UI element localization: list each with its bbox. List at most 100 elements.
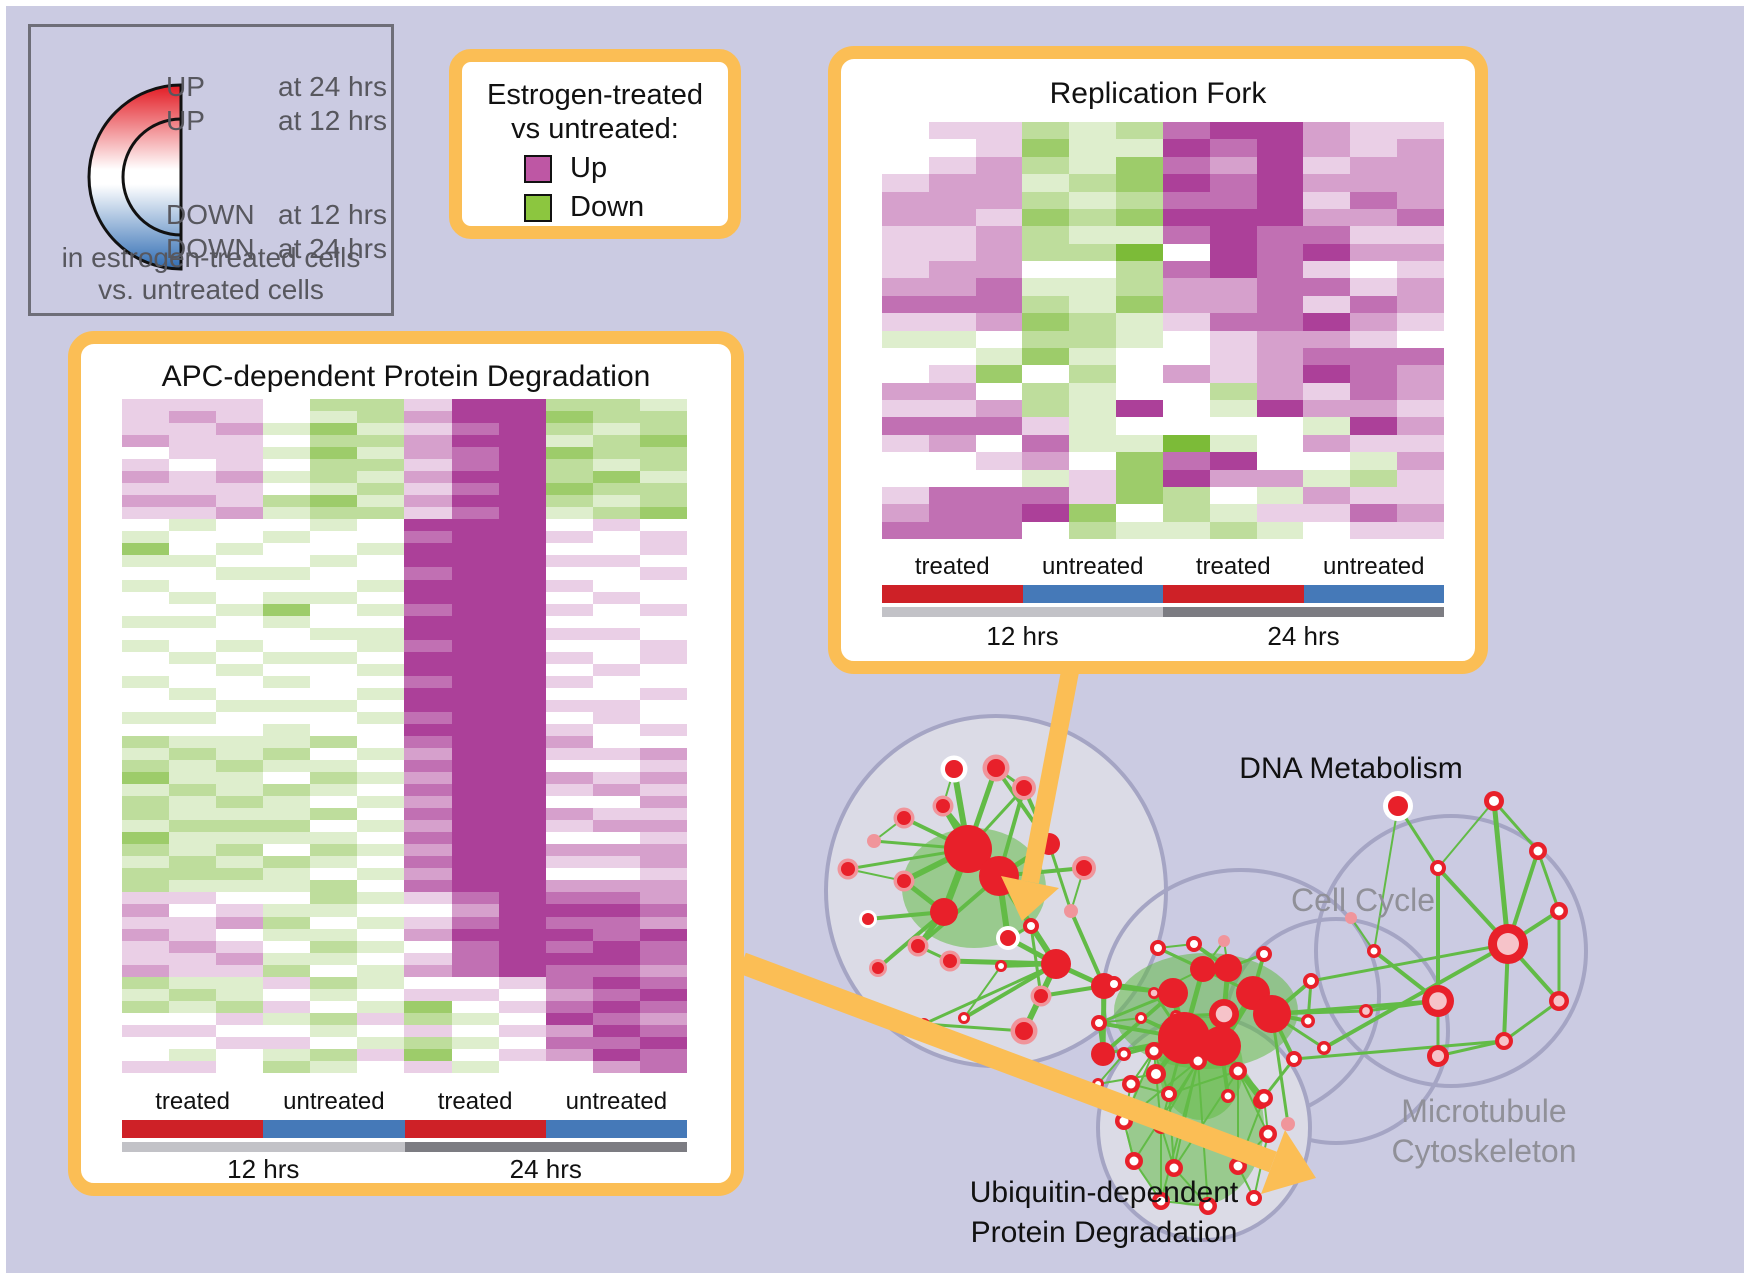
heat-cell: [592, 411, 640, 424]
network-node: [1307, 977, 1315, 985]
heat-cell: [1162, 295, 1210, 314]
heat-cell: [1162, 139, 1210, 157]
network-node: [1150, 989, 1158, 997]
apc-time-bar: [122, 1142, 687, 1152]
figure-canvas: DNA Metabolism Cell Cycle Microtubule Cy…: [6, 6, 1744, 1273]
network-edge: [1293, 1039, 1505, 1061]
heat-cell: [263, 615, 311, 628]
heat-cell: [882, 521, 929, 539]
heat-cell: [1116, 330, 1163, 348]
heat-cell: [1256, 243, 1304, 261]
heat-cell: [122, 579, 170, 592]
heat-cell: [639, 1048, 687, 1061]
heat-cell: [216, 952, 264, 965]
heat-cell: [545, 832, 593, 845]
heat-cell: [169, 1048, 217, 1061]
rf-bar-12hrs: [882, 607, 1163, 617]
heat-cell: [545, 868, 593, 881]
network-node: [1362, 1007, 1370, 1015]
heat-cell: [639, 519, 687, 532]
heat-cell: [451, 964, 499, 977]
heat-cell: [1256, 139, 1304, 157]
updown-legend-title-1: Estrogen-treated: [486, 79, 703, 111]
heat-cell: [451, 543, 499, 556]
heat-cell: [263, 627, 311, 640]
heat-cell: [498, 423, 546, 436]
heat-cell: [1022, 469, 1070, 487]
heat-cell: [357, 820, 405, 833]
heat-cell: [310, 423, 358, 436]
network-node: [1000, 930, 1016, 946]
heat-cell: [169, 675, 217, 688]
heat-cell: [169, 723, 217, 736]
heat-cell: [169, 651, 217, 664]
heat-cell: [1209, 122, 1257, 140]
heat-cell: [1022, 243, 1070, 261]
heat-cell: [451, 904, 499, 917]
heat-cell: [216, 928, 264, 941]
heat-cell: [545, 928, 593, 941]
heat-cell: [122, 531, 170, 544]
heat-cell: [404, 435, 452, 448]
heat-cell: [592, 904, 640, 917]
heat-cell: [1256, 486, 1304, 505]
heat-cell: [1209, 382, 1257, 400]
heat-cell: [122, 760, 170, 773]
heat-cell: [1397, 400, 1444, 418]
heat-cell: [1350, 486, 1398, 505]
heat-cell: [357, 663, 405, 676]
heat-cell: [1022, 226, 1070, 244]
network-edge: [1168, 1070, 1239, 1095]
heat-cell: [545, 543, 593, 556]
heat-cell: [639, 507, 687, 520]
heat-cell: [1397, 208, 1444, 227]
heat-cell: [1116, 504, 1163, 522]
heat-cell: [404, 844, 452, 857]
heat-cell: [357, 928, 405, 941]
heat-cell: [545, 916, 593, 929]
heat-cell: [1116, 139, 1163, 157]
heat-cell: [404, 579, 452, 592]
heat-cell: [357, 639, 405, 652]
network-node: [1064, 904, 1078, 918]
heat-cell: [498, 735, 546, 749]
heat-cell: [639, 892, 687, 905]
heat-cell: [498, 988, 546, 1001]
heat-cell: [592, 928, 640, 941]
heat-cell: [1116, 452, 1163, 470]
heat-cell: [882, 122, 929, 140]
network-node: [1165, 1090, 1173, 1098]
heat-cell: [263, 411, 311, 424]
heat-cell: [975, 417, 1023, 435]
heat-cell: [122, 844, 170, 857]
heat-cell: [404, 723, 452, 736]
heat-cell: [263, 435, 311, 448]
heat-cell: [1209, 347, 1257, 366]
heat-cell: [310, 988, 358, 1001]
heat-cell: [451, 820, 499, 833]
heat-cell: [1303, 208, 1351, 227]
replication-fork-heatmap: [882, 122, 1444, 539]
heat-cell: [310, 735, 358, 749]
heat-cell: [498, 555, 546, 568]
heat-cell: [498, 519, 546, 532]
network-edge: [1323, 942, 1509, 1050]
heat-cell: [404, 892, 452, 905]
heat-cell: [404, 928, 452, 941]
heat-cell: [263, 892, 311, 905]
heat-cell: [404, 483, 452, 496]
network-node: [1129, 1156, 1139, 1166]
heat-cell: [404, 591, 452, 604]
heat-cell: [639, 711, 687, 724]
heat-cell: [498, 880, 546, 893]
heat-cell: [216, 1036, 264, 1049]
heat-cell: [310, 844, 358, 857]
heat-cell: [928, 174, 976, 192]
heat-cell: [263, 904, 311, 917]
heat-cell: [451, 928, 499, 941]
legend-row-down: Down: [524, 191, 728, 224]
network-node: [1250, 1194, 1258, 1202]
rf-untreated-24-label: untreated: [1323, 553, 1425, 580]
heat-cell: [1069, 122, 1117, 140]
heat-cell: [592, 940, 640, 953]
